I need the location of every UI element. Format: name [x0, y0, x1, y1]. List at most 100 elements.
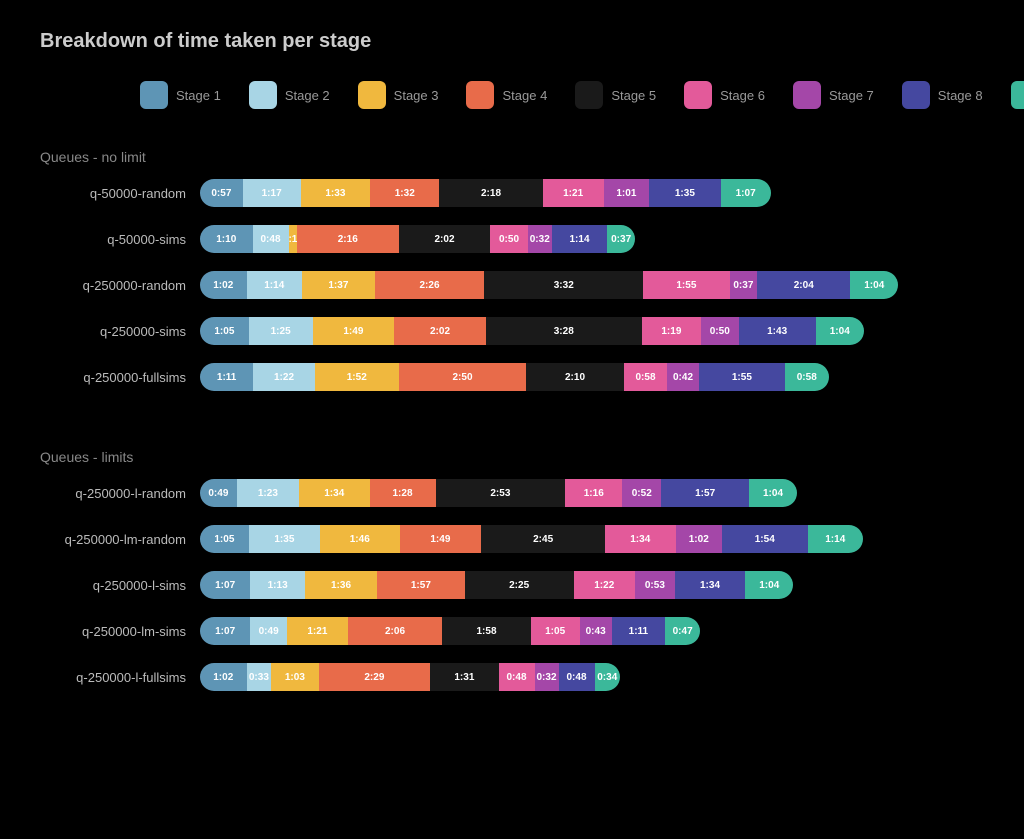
bar-segment: 1:03: [271, 663, 318, 691]
bar-segment: 1:14: [552, 225, 608, 253]
row-label: q-250000-random: [40, 278, 200, 293]
legend-item: Stage 1: [140, 81, 221, 109]
bar-segment: 1:21: [543, 179, 604, 207]
bar-segment: 1:33: [301, 179, 371, 207]
row-label: q-250000-sims: [40, 324, 200, 339]
bar-segment: 2:04: [757, 271, 850, 299]
bar-segment: 0:33: [247, 663, 272, 691]
bar-segment: 1:10: [200, 225, 253, 253]
bar-segment: 0:48: [499, 663, 535, 691]
bar-segment: 1:19: [642, 317, 701, 345]
chart-title: Breakdown of time taken per stage: [40, 30, 984, 53]
chart-row: q-250000-l-random0:491:231:341:282:531:1…: [40, 479, 984, 507]
bar-segment: 0:37: [607, 225, 635, 253]
legend-label: Stage 2: [285, 88, 330, 103]
chart-row: q-250000-lm-random1:051:351:461:492:451:…: [40, 525, 984, 553]
bar-segment: 1:07: [721, 179, 771, 207]
stacked-bar: 0:571:171:331:322:181:211:011:351:07: [200, 179, 771, 207]
bar-segment: 2:29: [319, 663, 431, 691]
bar-segment: 1:49: [400, 525, 482, 553]
legend-label: Stage 1: [176, 88, 221, 103]
bar-segment: 2:45: [481, 525, 605, 553]
bar-segment: 1:36: [305, 571, 377, 599]
bar-segment: 2:02: [394, 317, 486, 345]
bar-segment: 1:57: [377, 571, 465, 599]
bar-segment: 0:47: [665, 617, 700, 645]
bar-segment: 0:49: [250, 617, 287, 645]
bar-segment: 3:28: [486, 317, 642, 345]
bar-segment: 0:50: [490, 225, 528, 253]
row-label: q-250000-lm-random: [40, 532, 200, 547]
bar-segment: 1:16: [565, 479, 622, 507]
chart-row: q-250000-lm-sims1:070:491:212:061:581:05…: [40, 617, 984, 645]
group-label: Queues - no limit: [40, 149, 984, 165]
row-label: q-50000-sims: [40, 232, 200, 247]
bar-segment: 0:32: [535, 663, 559, 691]
legend-swatch: [902, 81, 930, 109]
bar-segment: 0:58: [785, 363, 829, 391]
bar-segment: 1:05: [200, 525, 249, 553]
row-label: q-250000-l-random: [40, 486, 200, 501]
bar-segment: 1:58: [442, 617, 531, 645]
bar-segment: 1:02: [676, 525, 723, 553]
bar-segment: 2:25: [465, 571, 574, 599]
legend-item: Stage 8: [902, 81, 983, 109]
bar-segment: 1:28: [370, 479, 436, 507]
bar-segment: 1:13: [250, 571, 305, 599]
bar-segment: 0:57: [200, 179, 243, 207]
bar-segment: 1:52: [315, 363, 399, 391]
bar-segment: 0:42: [667, 363, 699, 391]
bar-segment: 1:07: [200, 571, 250, 599]
bar-segment: 0:52: [622, 479, 661, 507]
legend-item: Stage 7: [793, 81, 874, 109]
legend-label: Stage 4: [502, 88, 547, 103]
legend-label: Stage 6: [720, 88, 765, 103]
bar-segment: 1:25: [249, 317, 313, 345]
bar-segment: 0:53: [635, 571, 675, 599]
bar-segment: 1:54: [722, 525, 808, 553]
bar-segment: 1:02: [200, 271, 247, 299]
legend-label: Stage 8: [938, 88, 983, 103]
group-gap: [40, 409, 984, 439]
stacked-bar: 1:051:251:492:023:281:190:501:431:04: [200, 317, 864, 345]
bar-segment: 1:31: [430, 663, 498, 691]
bar-segment: 1:04: [745, 571, 793, 599]
bar-segment: 3:32: [484, 271, 643, 299]
chart-row: q-250000-random1:021:141:372:263:321:550…: [40, 271, 984, 299]
legend-label: Stage 3: [394, 88, 439, 103]
bar-segment: 1:21: [287, 617, 348, 645]
bar-segment: 1:49: [313, 317, 395, 345]
bar-segment: 2:50: [399, 363, 527, 391]
chart-row: q-250000-l-sims1:071:131:361:572:251:220…: [40, 571, 984, 599]
bar-segment: 1:17: [243, 179, 301, 207]
chart-row: q-50000-random0:571:171:331:322:181:211:…: [40, 179, 984, 207]
bar-segment: 0:50: [701, 317, 739, 345]
bar-segment: 0:32: [528, 225, 552, 253]
row-label: q-250000-fullsims: [40, 370, 200, 385]
bar-segment: 1:05: [531, 617, 580, 645]
bar-segment: 1:14: [808, 525, 864, 553]
bar-segment: 0:58: [624, 363, 668, 391]
bar-segment: 0:48: [253, 225, 289, 253]
bar-segment: 0:11: [289, 225, 297, 253]
row-label: q-250000-lm-sims: [40, 624, 200, 639]
legend-swatch: [793, 81, 821, 109]
legend-swatch: [358, 81, 386, 109]
bar-segment: 2:18: [439, 179, 543, 207]
row-label: q-250000-l-fullsims: [40, 670, 200, 685]
bar-segment: 0:49: [200, 479, 237, 507]
legend: Stage 1Stage 2Stage 3Stage 4Stage 5Stage…: [40, 81, 984, 109]
bar-segment: 1:11: [612, 617, 665, 645]
stacked-bar: 1:070:491:212:061:581:050:431:110:47: [200, 617, 700, 645]
chart-row: q-250000-sims1:051:251:492:023:281:190:5…: [40, 317, 984, 345]
bar-segment: 0:43: [580, 617, 612, 645]
stacked-bar: 1:071:131:361:572:251:220:531:341:04: [200, 571, 793, 599]
row-label: q-50000-random: [40, 186, 200, 201]
bar-segment: 1:07: [200, 617, 250, 645]
stacked-bar: 0:491:231:341:282:531:160:521:571:04: [200, 479, 797, 507]
bar-segment: 0:37: [730, 271, 758, 299]
row-label: q-250000-l-sims: [40, 578, 200, 593]
bar-segment: 2:53: [436, 479, 566, 507]
legend-swatch: [575, 81, 603, 109]
bar-segment: 1:32: [370, 179, 439, 207]
